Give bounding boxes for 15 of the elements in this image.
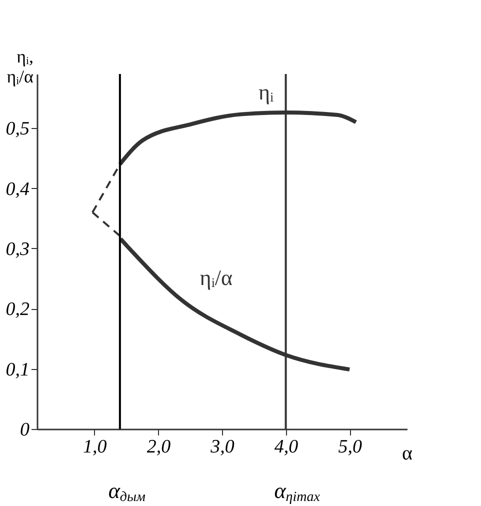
series-label: ηᵢ/α (200, 265, 234, 290)
y-tick-label: 0,5 (6, 118, 30, 140)
x-tick-label: 2,0 (146, 436, 172, 458)
y-tick-label: 0 (20, 420, 30, 440)
y-tick-label: 0,2 (6, 299, 30, 320)
x-tick-label: 3,0 (210, 436, 235, 458)
series-label: ηᵢ (258, 79, 274, 104)
y-tick-label: 0,3 (6, 238, 30, 260)
x-tick-label: 5,0 (338, 436, 362, 458)
y-tick-label: 0,1 (6, 359, 30, 380)
x-tick-label: 4,0 (274, 436, 299, 458)
x-axis-title: α (402, 442, 414, 464)
x-tick-label: 1,0 (83, 436, 108, 458)
y-axis-title: ηᵢ, ηᵢ/α (6, 46, 34, 86)
y-tick-label: 0,4 (6, 178, 30, 200)
